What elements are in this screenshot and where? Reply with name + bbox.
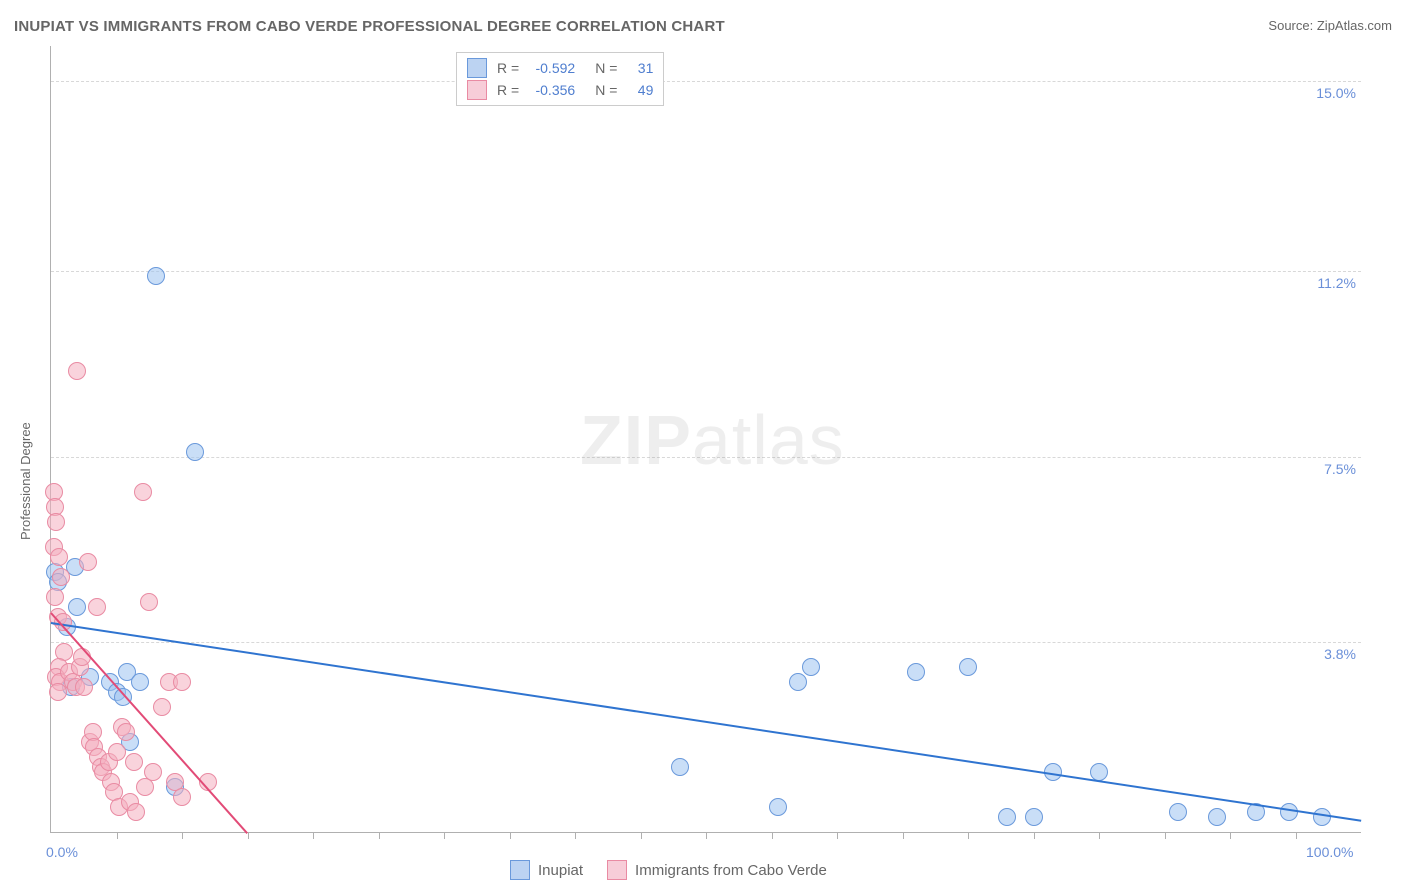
data-point bbox=[68, 598, 86, 616]
x-minor-tick bbox=[772, 832, 773, 839]
x-minor-tick bbox=[248, 832, 249, 839]
x-minor-tick bbox=[706, 832, 707, 839]
source-label: Source: bbox=[1268, 18, 1313, 33]
x-minor-tick bbox=[575, 832, 576, 839]
correlation-legend: R = -0.592 N = 31 R = -0.356 N = 49 bbox=[456, 52, 664, 106]
data-point bbox=[147, 267, 165, 285]
scatter-plot-area bbox=[50, 46, 1361, 833]
data-point bbox=[127, 803, 145, 821]
x-tick-label: 0.0% bbox=[46, 844, 78, 860]
legend-item: Immigrants from Cabo Verde bbox=[607, 860, 827, 880]
r-label: R = bbox=[497, 79, 519, 101]
legend-label: Immigrants from Cabo Verde bbox=[635, 862, 827, 879]
chart-title: INUPIAT VS IMMIGRANTS FROM CABO VERDE PR… bbox=[14, 18, 725, 35]
data-point bbox=[153, 698, 171, 716]
x-minor-tick bbox=[1165, 832, 1166, 839]
data-point bbox=[140, 593, 158, 611]
x-tick-label: 100.0% bbox=[1306, 844, 1353, 860]
data-point bbox=[134, 483, 152, 501]
grid-line bbox=[51, 271, 1361, 272]
data-point bbox=[959, 658, 977, 676]
r-value: -0.592 bbox=[525, 57, 575, 79]
n-label: N = bbox=[595, 79, 617, 101]
x-minor-tick bbox=[641, 832, 642, 839]
grid-line bbox=[51, 642, 1361, 643]
x-minor-tick bbox=[444, 832, 445, 839]
x-minor-tick bbox=[313, 832, 314, 839]
data-point bbox=[769, 798, 787, 816]
data-point bbox=[789, 673, 807, 691]
data-point bbox=[1169, 803, 1187, 821]
data-point bbox=[75, 678, 93, 696]
data-point bbox=[173, 788, 191, 806]
data-point bbox=[46, 588, 64, 606]
n-value: 31 bbox=[623, 57, 653, 79]
legend-item: Inupiat bbox=[510, 860, 583, 880]
legend-row: R = -0.592 N = 31 bbox=[467, 57, 653, 79]
data-point bbox=[144, 763, 162, 781]
x-minor-tick bbox=[182, 832, 183, 839]
data-point bbox=[1313, 808, 1331, 826]
data-point bbox=[802, 658, 820, 676]
legend-row: R = -0.356 N = 49 bbox=[467, 79, 653, 101]
grid-line bbox=[51, 81, 1361, 82]
grid-line bbox=[51, 457, 1361, 458]
x-minor-tick bbox=[1034, 832, 1035, 839]
source-link[interactable]: ZipAtlas.com bbox=[1317, 18, 1392, 33]
data-point bbox=[1025, 808, 1043, 826]
r-label: R = bbox=[497, 57, 519, 79]
data-point bbox=[671, 758, 689, 776]
n-value: 49 bbox=[623, 79, 653, 101]
x-minor-tick bbox=[379, 832, 380, 839]
data-point bbox=[125, 753, 143, 771]
data-point bbox=[117, 723, 135, 741]
x-minor-tick bbox=[510, 832, 511, 839]
y-tick-label: 7.5% bbox=[1300, 461, 1356, 477]
n-label: N = bbox=[595, 57, 617, 79]
legend-swatch bbox=[467, 58, 487, 78]
x-minor-tick bbox=[1230, 832, 1231, 839]
source-attribution: Source: ZipAtlas.com bbox=[1268, 18, 1392, 33]
x-minor-tick bbox=[1099, 832, 1100, 839]
data-point bbox=[173, 673, 191, 691]
legend-swatch bbox=[607, 860, 627, 880]
y-tick-label: 3.8% bbox=[1300, 646, 1356, 662]
data-point bbox=[186, 443, 204, 461]
x-minor-tick bbox=[903, 832, 904, 839]
x-minor-tick bbox=[1296, 832, 1297, 839]
data-point bbox=[88, 598, 106, 616]
y-tick-label: 11.2% bbox=[1300, 275, 1356, 291]
series-legend: Inupiat Immigrants from Cabo Verde bbox=[510, 860, 827, 880]
legend-label: Inupiat bbox=[538, 862, 583, 879]
trend-line bbox=[50, 612, 248, 834]
data-point bbox=[907, 663, 925, 681]
data-point bbox=[49, 683, 67, 701]
data-point bbox=[47, 513, 65, 531]
legend-swatch bbox=[510, 860, 530, 880]
r-value: -0.356 bbox=[525, 79, 575, 101]
data-point bbox=[998, 808, 1016, 826]
trend-line bbox=[51, 622, 1361, 822]
data-point bbox=[131, 673, 149, 691]
data-point bbox=[50, 548, 68, 566]
x-minor-tick bbox=[968, 832, 969, 839]
data-point bbox=[108, 743, 126, 761]
y-axis-label: Professional Degree bbox=[18, 422, 33, 540]
x-minor-tick bbox=[837, 832, 838, 839]
data-point bbox=[52, 568, 70, 586]
x-minor-tick bbox=[117, 832, 118, 839]
data-point bbox=[68, 362, 86, 380]
data-point bbox=[1090, 763, 1108, 781]
data-point bbox=[79, 553, 97, 571]
legend-swatch bbox=[467, 80, 487, 100]
data-point bbox=[1208, 808, 1226, 826]
y-tick-label: 15.0% bbox=[1300, 85, 1356, 101]
